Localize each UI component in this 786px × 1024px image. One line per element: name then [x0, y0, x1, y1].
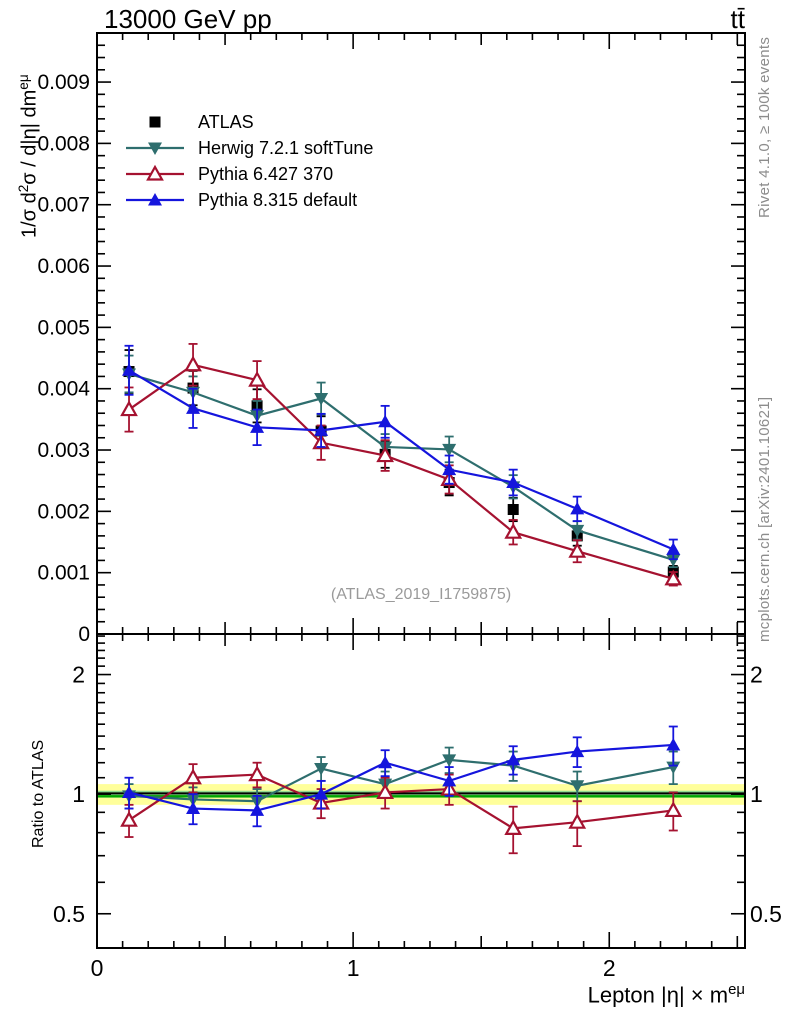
- svg-text:1: 1: [750, 781, 763, 807]
- svg-text:0.5: 0.5: [53, 901, 85, 927]
- tick-labels: 0 0.001 0.002 0.003 0.004 0.005 0.006 0.007 0.00…: [37, 71, 782, 981]
- svg-text:0.008: 0.008: [37, 132, 90, 155]
- atlas-square-icon: [149, 116, 161, 128]
- svg-text:0.009: 0.009: [37, 71, 90, 94]
- svg-text:0: 0: [78, 623, 90, 646]
- main-y-axis-title: 1/σ d2σ / d|η| dmeμ: [16, 74, 41, 238]
- svg-text:0.003: 0.003: [37, 439, 90, 462]
- svg-text:1: 1: [347, 955, 360, 981]
- svg-text:2: 2: [603, 955, 616, 981]
- svg-text:2: 2: [72, 662, 85, 688]
- legend: ATLAS Herwig 7.2.1 softTune Pythia 6.427…: [126, 109, 373, 213]
- rivet-version-text: Rivet 4.1.0, ≥ 100k events: [756, 36, 773, 218]
- mcplots-reference-text: mcplots.cern.ch [arXiv:2401.10621]: [756, 396, 773, 642]
- svg-text:0.002: 0.002: [37, 500, 90, 523]
- legend-item-herwig: Herwig 7.2.1 softTune: [126, 135, 373, 161]
- legend-label: Herwig 7.2.1 softTune: [198, 137, 374, 158]
- svg-text:2: 2: [750, 662, 763, 688]
- axis-ticks: [96, 32, 745, 948]
- ratio-y-axis-title: Ratio to ATLAS: [30, 739, 47, 848]
- svg-text:0.004: 0.004: [37, 378, 90, 401]
- analysis-id-watermark: (ATLAS_2019_I1759875): [330, 586, 512, 603]
- series-pythia-6-427-370: [120, 343, 683, 587]
- pythia8-triangle-up-icon: [126, 193, 184, 206]
- svg-text:0: 0: [91, 955, 104, 981]
- plot-title-process: tt̄: [730, 4, 745, 34]
- legend-item-atlas: ATLAS: [126, 109, 373, 135]
- svg-text:0.001: 0.001: [37, 562, 90, 585]
- legend-item-pythia6: Pythia 6.427 370: [126, 161, 373, 187]
- herwig-triangle-down-icon: [126, 142, 184, 155]
- svg-text:0.007: 0.007: [37, 194, 90, 217]
- svg-text:0.005: 0.005: [37, 316, 90, 339]
- series-atlas: [123, 349, 679, 580]
- x-axis-title: Lepton |η| × meμ: [587, 981, 745, 1008]
- series-pythia-8-315-default: [122, 725, 681, 828]
- svg-text:0.5: 0.5: [750, 901, 782, 927]
- svg-text:0.006: 0.006: [37, 255, 90, 278]
- legend-label: Pythia 6.427 370: [198, 163, 334, 184]
- legend-item-pythia8: Pythia 8.315 default: [126, 187, 373, 213]
- axes-frames: [96, 32, 746, 949]
- series-pythia-8-315-default: [122, 344, 681, 561]
- svg-text:1: 1: [72, 781, 85, 807]
- plot-title-beam: 13000 GeV pp: [104, 4, 272, 34]
- legend-label: Pythia 8.315 default: [198, 189, 358, 210]
- pythia6-triangle-up-open-icon: [126, 164, 184, 181]
- legend-label: ATLAS: [198, 111, 254, 132]
